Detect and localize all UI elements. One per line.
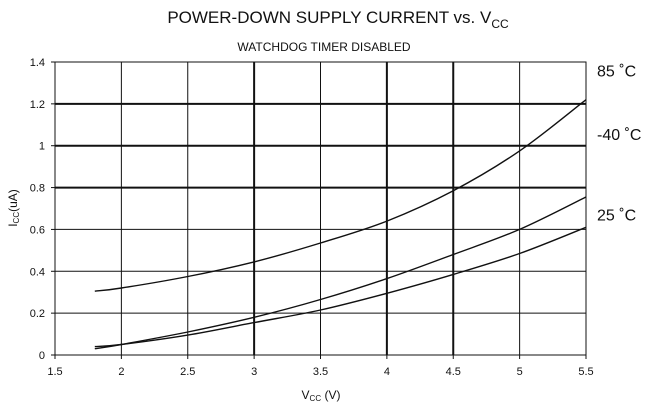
chart-title-main: POWER-DOWN SUPPLY CURRENT vs. V (167, 8, 492, 27)
x-tick-label: 4 (384, 366, 390, 378)
tick-labels: 1.5 2 2.5 3 3.5 4 4.5 5 5.5 0 0.2 0.4 0.6 0.8 1 1.2 1.4 (30, 57, 594, 378)
x-axis-label-subscript: CC (310, 394, 322, 403)
series-label-3: 25 ˚C (597, 207, 636, 224)
series-labels: 85 ˚C -40 ˚C 25 ˚C (597, 64, 641, 225)
series-line-2 (94, 196, 587, 350)
y-tick-label: 0.2 (30, 308, 45, 320)
y-tick-label: 0.6 (30, 224, 45, 236)
series-line-1 (94, 99, 587, 292)
series-line-3 (94, 226, 587, 348)
x-axis-label-unit: (V) (321, 388, 340, 402)
x-tick-label: 3 (251, 366, 257, 378)
y-axis-label: ICC(uA) (6, 189, 21, 227)
y-tick-label: 0.8 (30, 183, 45, 195)
y-tick-label: 0.4 (30, 266, 45, 278)
y-tick-label: 1.2 (30, 99, 45, 111)
x-tick-label: 5 (517, 366, 523, 378)
y-tick-label: 0 (39, 350, 45, 362)
chart-title: POWER-DOWN SUPPLY CURRENT vs. VCC (167, 8, 509, 31)
x-tick-label: 3.5 (313, 366, 328, 378)
plot-area-border (54, 61, 587, 356)
x-axis-label-main: V (302, 388, 310, 402)
series-lines (94, 99, 587, 350)
chart-title-subscript: CC (491, 17, 509, 31)
y-axis-label-subscript: CC (12, 212, 21, 224)
series-label-2: -40 ˚C (597, 127, 641, 144)
series-label-1: 85 ˚C (597, 64, 636, 81)
x-tick-label: 1.5 (47, 366, 62, 378)
x-tick-label: 2 (118, 366, 124, 378)
x-axis-label: VCC (V) (302, 388, 341, 403)
y-tick-label: 1 (39, 141, 45, 153)
y-axis-label-unit: (uA) (6, 189, 20, 212)
y-axis-label-main: I (6, 223, 20, 226)
y-tick-label: 1.4 (30, 57, 45, 69)
x-tick-label: 5.5 (578, 366, 593, 378)
grid-lines (51, 61, 587, 359)
x-tick-label: 4.5 (446, 366, 461, 378)
chart-subtitle: WATCHDOG TIMER DISABLED (237, 40, 410, 54)
x-tick-label: 2.5 (180, 366, 195, 378)
